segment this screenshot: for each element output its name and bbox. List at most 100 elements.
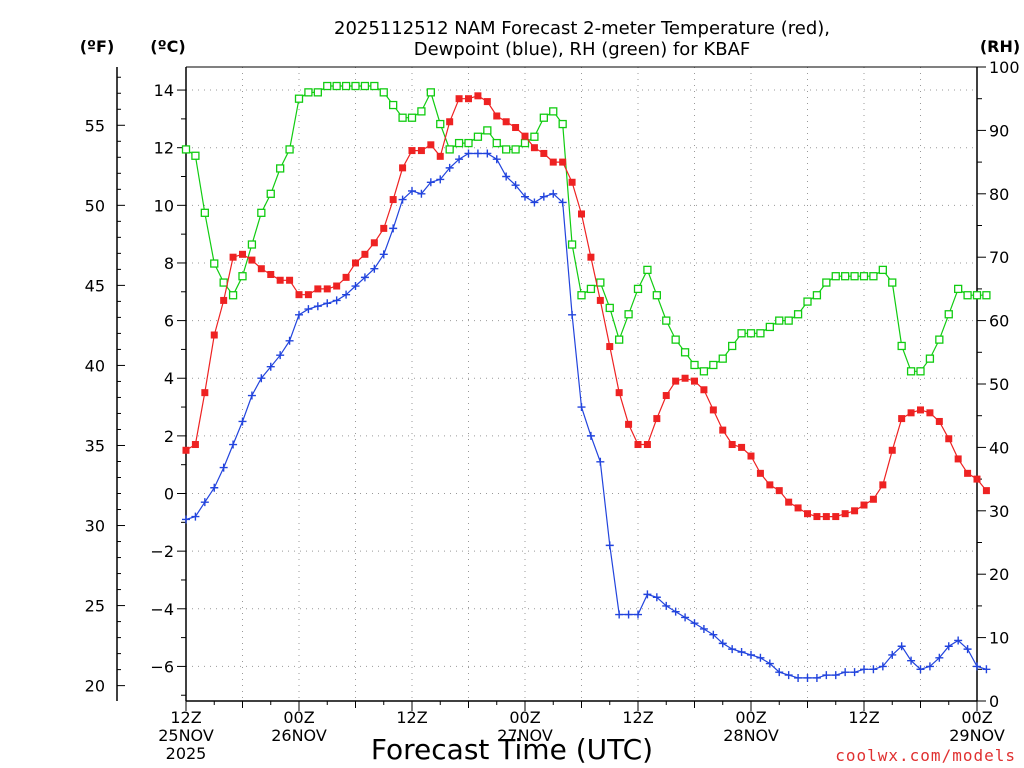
temperature-point xyxy=(841,510,849,518)
temperature-point xyxy=(370,239,378,247)
rh-point xyxy=(775,316,784,325)
rh-point xyxy=(210,259,219,268)
temperature-point xyxy=(389,196,397,204)
temperature-point xyxy=(512,124,520,132)
dewpoint-point xyxy=(662,601,671,610)
rh-point xyxy=(257,208,266,217)
dewpoint-point xyxy=(323,299,332,308)
temperature-point xyxy=(474,92,482,100)
temperature-point xyxy=(804,510,811,518)
dewpoint-point xyxy=(925,662,934,671)
temperature-point xyxy=(267,270,275,278)
rh-point xyxy=(982,291,991,300)
rh-tick-label: 20 xyxy=(989,565,1009,584)
dewpoint-point xyxy=(511,181,520,190)
dewpoint-point xyxy=(332,296,341,305)
dewpoint-point xyxy=(737,648,746,657)
rh-point xyxy=(746,329,756,338)
dewpoint-point xyxy=(596,457,605,466)
temperature-point xyxy=(615,389,623,397)
dewpoint-point xyxy=(765,659,774,668)
temperature-point xyxy=(436,152,444,160)
rh-series xyxy=(181,81,991,376)
rh-point xyxy=(878,265,887,275)
dewpoint-point xyxy=(191,512,200,521)
rh-point xyxy=(605,303,614,313)
rh-point xyxy=(219,278,228,287)
rh-point xyxy=(906,367,916,376)
rh-tick-label: 0 xyxy=(989,692,999,711)
tick-labels: 14121086420−2−4−655504540353025201009080… xyxy=(85,58,1020,763)
dewpoint-point xyxy=(935,653,944,662)
temperature-point xyxy=(408,147,416,155)
axes xyxy=(116,66,986,711)
temperature-point xyxy=(493,112,501,120)
rh-point xyxy=(276,164,285,173)
temperature-point xyxy=(502,118,510,126)
x-tick-label: 29NOV xyxy=(949,726,1005,745)
rh-point xyxy=(709,360,718,370)
dewpoint-point xyxy=(238,417,247,426)
rh-point xyxy=(530,132,539,141)
temperature-point xyxy=(709,406,717,414)
temperature-point xyxy=(606,343,614,351)
rh-tick-label: 80 xyxy=(989,185,1009,204)
dewpoint-point xyxy=(850,668,859,677)
x-tick-label: 28NOV xyxy=(723,726,779,745)
rh-tick-label: 40 xyxy=(989,438,1009,457)
temperature-point xyxy=(295,291,303,299)
dewpoint-point xyxy=(455,155,464,164)
fahrenheit-tick-label: 50 xyxy=(85,196,105,215)
dewpoint-point xyxy=(615,610,624,619)
temperature-point xyxy=(935,417,943,425)
rh-point xyxy=(944,310,953,319)
dewpoint-series xyxy=(182,149,991,682)
temperature-point xyxy=(465,95,472,103)
dewpoint-point xyxy=(521,192,529,201)
celsius-tick-label: −2 xyxy=(150,542,174,561)
dewpoint-point xyxy=(549,189,558,198)
dewpoint-point xyxy=(916,665,925,674)
rh-point xyxy=(454,138,464,148)
rh-point xyxy=(671,335,680,344)
rh-point xyxy=(426,88,435,97)
rh-point xyxy=(737,329,746,338)
temperature-point xyxy=(286,276,294,284)
rh-point xyxy=(370,81,379,91)
temperature-point xyxy=(794,504,802,512)
rh-point xyxy=(812,291,822,300)
temperature-point xyxy=(851,507,859,515)
temperature-point xyxy=(785,498,793,506)
rh-point xyxy=(520,138,530,148)
temperature-point xyxy=(568,178,576,186)
rh-point xyxy=(596,278,605,287)
rh-point xyxy=(200,208,209,217)
rh-tick-label: 50 xyxy=(989,375,1009,394)
dewpoint-point xyxy=(794,673,803,682)
dewpoint-point xyxy=(492,155,501,164)
temperature-point xyxy=(822,513,830,521)
dewpoint-point xyxy=(398,195,407,204)
fahrenheit-unit-label: (ºF) xyxy=(80,37,115,56)
temperature-point xyxy=(681,374,689,382)
temperature-point xyxy=(540,149,548,157)
rh-point xyxy=(624,310,633,319)
dewpoint-point xyxy=(464,149,473,158)
rh-point xyxy=(285,145,294,154)
rh-point xyxy=(728,341,737,351)
rh-point xyxy=(793,310,803,319)
rh-point xyxy=(690,360,699,370)
rh-point xyxy=(633,284,643,294)
temperature-point xyxy=(907,409,915,417)
rh-point xyxy=(859,272,869,281)
temperature-point xyxy=(210,331,218,339)
x-tick-label: 12Z xyxy=(396,708,427,727)
dewpoint-point xyxy=(860,665,868,674)
dewpoint-point xyxy=(313,302,322,311)
rh-point xyxy=(379,88,388,97)
temperature-point xyxy=(483,98,491,106)
rh-point xyxy=(756,329,765,338)
temperature-point xyxy=(446,118,454,126)
x-tick-label: 00Z xyxy=(735,708,766,727)
rh-point xyxy=(567,240,577,249)
